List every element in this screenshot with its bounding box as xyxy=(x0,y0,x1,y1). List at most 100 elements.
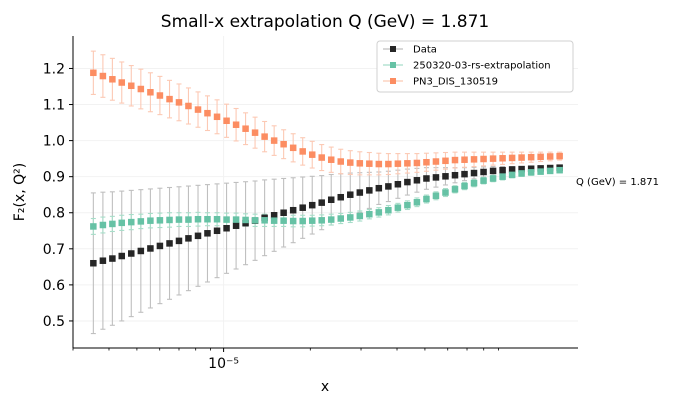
data-point xyxy=(232,216,240,223)
data-point xyxy=(394,180,402,188)
data-point xyxy=(318,217,325,224)
data-point xyxy=(432,192,440,200)
data-point xyxy=(204,230,211,237)
data-point xyxy=(270,217,278,224)
data-point xyxy=(232,222,240,229)
data-point xyxy=(404,160,411,167)
data-point xyxy=(251,217,259,224)
legend-swatch xyxy=(390,46,396,52)
data-point xyxy=(451,186,459,193)
data-point xyxy=(90,259,97,267)
data-point xyxy=(413,177,421,184)
data-point xyxy=(470,179,478,187)
data-point xyxy=(537,168,544,175)
data-point xyxy=(489,167,497,175)
data-point xyxy=(99,72,107,80)
y-tick-label: 0.9 xyxy=(43,170,65,186)
data-point xyxy=(242,125,249,132)
data-point xyxy=(308,151,316,158)
legend-label: Data xyxy=(413,45,437,56)
data-point xyxy=(461,182,468,190)
data-point xyxy=(499,155,506,162)
data-point xyxy=(556,166,563,174)
legend-swatch xyxy=(390,62,396,68)
x-axis-label: x xyxy=(321,379,329,395)
data-point xyxy=(166,216,173,224)
data-point xyxy=(489,155,497,162)
data-point xyxy=(137,218,145,225)
data-point xyxy=(109,220,116,228)
x-tick-label: 10⁻⁵ xyxy=(208,356,239,372)
data-point xyxy=(213,113,221,121)
y-tick-label: 0.6 xyxy=(43,278,65,294)
data-point xyxy=(308,217,316,224)
data-point xyxy=(404,178,411,186)
data-point xyxy=(527,165,535,172)
series-data xyxy=(90,164,563,267)
data-point xyxy=(185,235,192,242)
data-point xyxy=(204,215,211,223)
data-point xyxy=(337,158,344,165)
data-point xyxy=(508,154,516,162)
data-point xyxy=(432,174,440,181)
data-point xyxy=(118,79,126,86)
data-point xyxy=(518,154,525,161)
data-point xyxy=(461,156,468,163)
data-point xyxy=(90,69,97,77)
series-250320-03-rs-extrapolation xyxy=(90,166,563,230)
data-point xyxy=(175,237,183,245)
data-point xyxy=(394,204,402,211)
data-point xyxy=(537,153,544,161)
data-point xyxy=(299,148,306,155)
data-point xyxy=(299,204,306,211)
data-point xyxy=(423,175,430,182)
data-point xyxy=(480,177,487,184)
data-point xyxy=(394,160,402,167)
data-point xyxy=(404,201,411,209)
legend-label: 250320-03-rs-extrapolation xyxy=(413,61,551,72)
data-point xyxy=(147,245,154,252)
data-point xyxy=(480,155,487,163)
data-point xyxy=(270,137,278,144)
data-point xyxy=(413,199,421,206)
data-point xyxy=(299,217,306,225)
data-point xyxy=(289,206,297,214)
data-point xyxy=(90,223,97,230)
data-point xyxy=(99,221,107,229)
y-tick-label: 0.8 xyxy=(43,206,65,222)
data-point xyxy=(156,217,164,224)
data-point xyxy=(137,85,145,93)
data-point xyxy=(128,250,135,257)
y-ticks: 0.5 0.6 0.7 0.8 0.9 1.0 1.1 1.2 xyxy=(43,61,73,330)
data-point xyxy=(375,209,383,216)
data-point xyxy=(109,255,116,262)
data-point xyxy=(280,217,287,224)
data-point xyxy=(366,187,373,194)
data-point xyxy=(194,106,202,113)
data-point xyxy=(318,199,325,206)
data-point xyxy=(527,169,535,176)
y-tick-label: 1.2 xyxy=(43,61,65,77)
data-point xyxy=(508,171,516,179)
data-point xyxy=(128,218,135,226)
data-point xyxy=(347,191,354,198)
data-point xyxy=(546,167,554,175)
data-point xyxy=(261,133,268,140)
data-point xyxy=(109,76,116,83)
data-point xyxy=(327,156,335,163)
data-point xyxy=(546,153,554,160)
data-point xyxy=(99,257,107,264)
data-point xyxy=(194,215,202,223)
y-tick-label: 1.0 xyxy=(43,134,65,150)
data-point xyxy=(280,209,287,216)
data-point xyxy=(442,173,449,180)
legend-label: PN3_DIS_130519 xyxy=(413,77,498,88)
data-point xyxy=(308,201,316,209)
data-point xyxy=(356,212,364,220)
axes xyxy=(72,36,578,349)
data-point xyxy=(337,215,344,222)
data-point xyxy=(499,173,506,180)
data-point xyxy=(385,183,392,190)
data-point xyxy=(527,153,535,161)
data-point xyxy=(147,217,154,224)
